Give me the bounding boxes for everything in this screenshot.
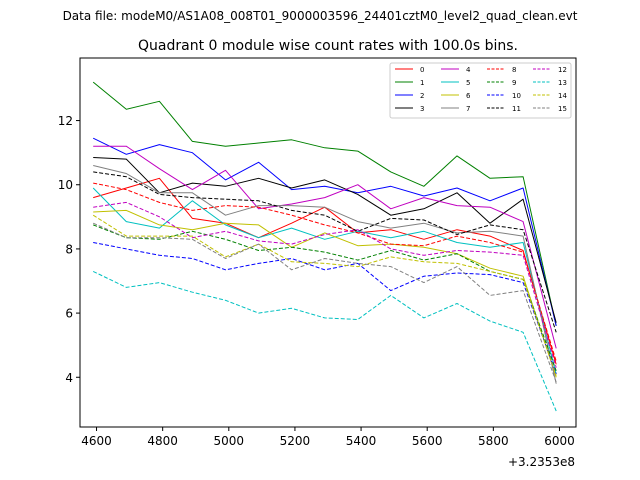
legend-label-8: 8	[512, 66, 516, 74]
series-line-9	[93, 224, 557, 371]
x-tick-label-5200: 5200	[280, 434, 311, 448]
legend-label-6: 6	[466, 92, 471, 100]
legend-label-1: 1	[420, 79, 424, 87]
series-layer	[92, 81, 557, 412]
x-tick-label-6000: 6000	[544, 434, 575, 448]
legend-label-10: 10	[512, 92, 521, 100]
series-line-1	[92, 81, 557, 327]
legend-label-12: 12	[558, 66, 567, 74]
legend-label-15: 15	[558, 105, 567, 113]
series-line-4	[93, 145, 557, 349]
legend-label-11: 11	[512, 105, 521, 113]
series-line-8	[93, 182, 557, 362]
legend-label-9: 9	[512, 79, 516, 87]
series-line-6	[93, 209, 557, 378]
legend-label-5: 5	[466, 79, 470, 87]
legend-label-13: 13	[558, 79, 567, 87]
series-line-7	[93, 165, 557, 384]
series-line-5	[92, 187, 557, 375]
series-line-3	[93, 157, 557, 323]
x-tick-label-5800: 5800	[478, 434, 509, 448]
legend-label-7: 7	[466, 105, 470, 113]
x-tick-label-4800: 4800	[147, 434, 178, 448]
series-line-13	[92, 270, 557, 412]
series-line-15	[92, 222, 557, 383]
legend-box	[389, 62, 572, 119]
y-tick-label-12: 12	[58, 114, 73, 128]
series-line-10	[93, 242, 557, 375]
x-tick-label-5400: 5400	[346, 434, 377, 448]
legend-label-3: 3	[420, 105, 424, 113]
y-tick-label-4: 4	[65, 371, 73, 385]
x-offset-label: +3.2353e8	[508, 455, 575, 469]
x-tick-label-5600: 5600	[412, 434, 443, 448]
chart-suptitle: Data file: modeM0/AS1A08_008T01_90000035…	[63, 9, 578, 23]
series-line-12	[93, 201, 557, 368]
y-tick-label-6: 6	[65, 307, 73, 321]
series-line-0	[93, 177, 557, 365]
legend-label-2: 2	[420, 92, 424, 100]
plot-frame	[79, 57, 577, 428]
y-tick-label-8: 8	[65, 242, 73, 256]
chart-title: Quadrant 0 module wise count rates with …	[138, 38, 518, 54]
series-line-11	[93, 171, 557, 333]
x-tick-label-4600: 4600	[81, 434, 112, 448]
legend-label-0: 0	[420, 66, 424, 74]
series-line-2	[92, 137, 557, 327]
x-tick-label-5000: 5000	[214, 434, 245, 448]
legend-label-14: 14	[558, 92, 567, 100]
legend-label-4: 4	[466, 66, 471, 74]
y-tick-label-10: 10	[58, 178, 73, 192]
